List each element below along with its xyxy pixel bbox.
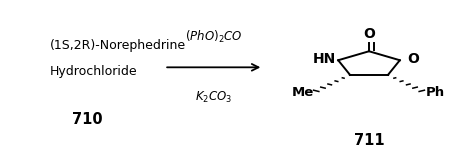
Text: 711: 711 bbox=[354, 133, 384, 148]
Text: Hydrochloride: Hydrochloride bbox=[50, 65, 137, 78]
Text: Ph: Ph bbox=[426, 86, 445, 99]
Text: Me: Me bbox=[292, 86, 314, 99]
Text: O: O bbox=[407, 52, 419, 66]
Text: $(PhO)_2CO$: $(PhO)_2CO$ bbox=[185, 29, 243, 45]
Text: $K_2CO_3$: $K_2CO_3$ bbox=[195, 90, 232, 105]
Text: 710: 710 bbox=[72, 112, 103, 127]
Text: HN: HN bbox=[313, 52, 336, 66]
Text: O: O bbox=[363, 27, 375, 41]
Text: (1S,2R)-Norephedrine: (1S,2R)-Norephedrine bbox=[50, 39, 185, 52]
